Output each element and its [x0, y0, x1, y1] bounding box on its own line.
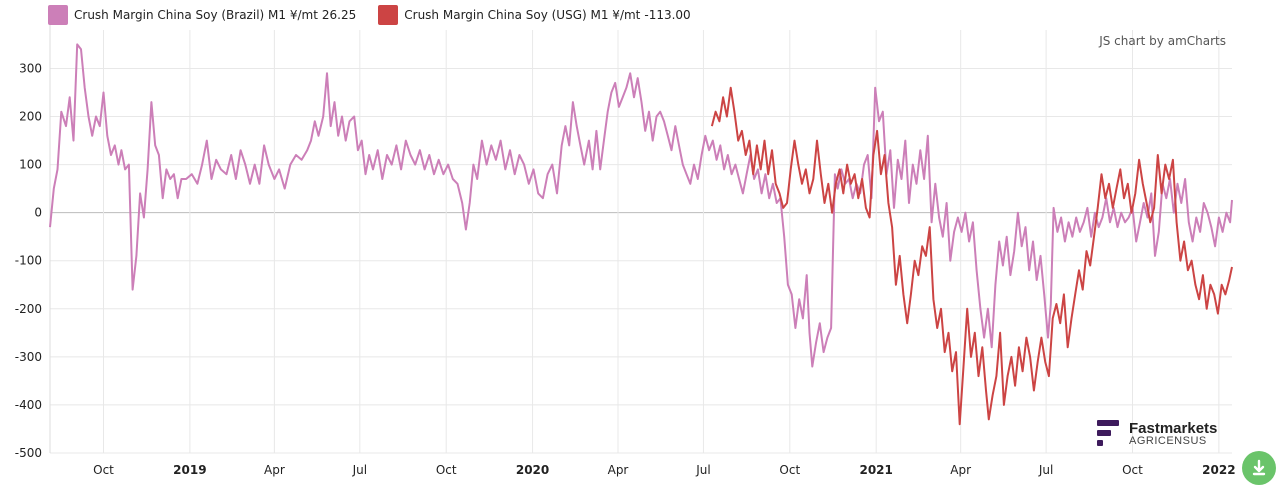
x-tick-label: 2021	[859, 463, 892, 477]
legend-swatch-brazil	[48, 5, 68, 25]
x-tick-label: Oct	[1122, 463, 1143, 477]
legend-value-usg: -113.00	[644, 8, 691, 22]
legend-swatch-usg	[378, 5, 399, 25]
y-tick-label: -500	[15, 446, 42, 460]
legend-item-usg[interactable]: Crush Margin China Soy (USG) M1 ¥/mt -11…	[378, 5, 691, 25]
x-tick-label: Apr	[950, 463, 971, 477]
x-tick-label: 2022	[1202, 463, 1235, 477]
x-tick-label: Apr	[608, 463, 629, 477]
y-tick-label: -100	[15, 254, 42, 268]
y-axis-ticks: 300 200 100 0 -100 -200 -300 -400 -500	[15, 61, 42, 460]
x-tick-label: Oct	[436, 463, 457, 477]
x-tick-label: Apr	[264, 463, 285, 477]
y-tick-label: 200	[19, 110, 42, 124]
y-tick-label: -300	[15, 350, 42, 364]
x-tick-label: Oct	[93, 463, 114, 477]
x-tick-label: Jul	[695, 463, 710, 477]
x-tick-label: Jul	[352, 463, 367, 477]
x-tick-label: 2019	[173, 463, 206, 477]
series-lines	[49, 43, 1233, 426]
logo-name: Fastmarkets	[1129, 420, 1218, 437]
y-tick-label: -400	[15, 398, 42, 412]
legend-label-usg: Crush Margin China Soy (USG) M1 ¥/mt	[404, 8, 641, 22]
series-line-brazil[interactable]	[49, 43, 1233, 368]
y-tick-label: 0	[34, 206, 42, 220]
x-tick-label: Jul	[1038, 463, 1053, 477]
y-tick-label: 300	[19, 61, 42, 75]
x-tick-label: 2020	[516, 463, 549, 477]
series-line-usg[interactable]	[710, 86, 1233, 426]
fastmarkets-logo: Fastmarkets AGRICENSUS	[1097, 420, 1217, 448]
amcharts-credit-link[interactable]: JS chart by amCharts	[1099, 34, 1226, 48]
logo-sub: AGRICENSUS	[1129, 435, 1207, 447]
legend-value-brazil: 26.25	[321, 8, 357, 22]
y-tick-label: -200	[15, 302, 42, 316]
y-tick-label: 100	[19, 158, 42, 172]
legend-label-brazil: Crush Margin China Soy (Brazil) M1 ¥/mt	[74, 8, 318, 22]
grid-lines	[49, 10, 1232, 454]
download-arrow-icon[interactable]	[1242, 451, 1276, 485]
fastmarkets-logo-icon	[1097, 420, 1121, 448]
x-tick-label: Oct	[779, 463, 800, 477]
x-axis-ticks: Oct 2019 Apr Jul Oct 2020 Apr Jul Oct 2021 Apr Jul O…	[93, 463, 1235, 477]
legend-item-brazil[interactable]: Crush Margin China Soy (Brazil) M1 ¥/mt …	[48, 5, 356, 25]
legend: Crush Margin China Soy (Brazil) M1 ¥/mt …	[48, 5, 713, 25]
